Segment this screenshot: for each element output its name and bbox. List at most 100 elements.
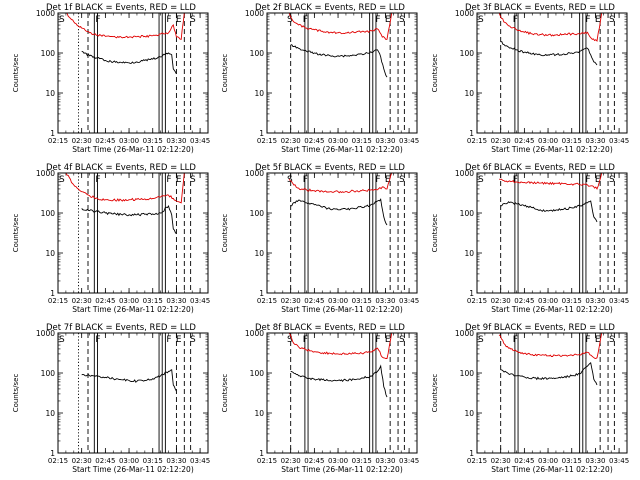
region-letter: S xyxy=(399,15,405,25)
x-tick-label: 02:45 xyxy=(514,297,534,305)
x-tick-label: 02:30 xyxy=(491,457,511,465)
y-tick-label: 100 xyxy=(41,369,56,378)
x-tick-label: 02:30 xyxy=(281,457,301,465)
x-tick-label: 02:30 xyxy=(281,137,301,145)
x-tick-label: 02:15 xyxy=(257,297,277,305)
x-axis-label: Start Time (26-Mar-11 02:12:20) xyxy=(281,465,403,474)
y-tick-label: 10 xyxy=(254,89,264,98)
x-tick-label: 02:15 xyxy=(48,457,68,465)
region-letter: S xyxy=(59,335,65,345)
panel-title: Det 5f BLACK = Events, RED = LLD xyxy=(255,163,405,173)
y-tick-label: 100 xyxy=(460,209,475,218)
x-tick-label: 03:00 xyxy=(119,457,139,465)
x-tick-label: 02:15 xyxy=(48,297,68,305)
x-tick-label: 03:30 xyxy=(585,297,605,305)
plot-frame xyxy=(266,332,418,454)
panel-title: Det 7f BLACK = Events, RED = LLD xyxy=(46,323,196,333)
x-tick-label: 02:30 xyxy=(491,297,511,305)
detector-panel-1: Det 1f BLACK = Events, RED = LLD Counts/s… xyxy=(12,3,210,154)
x-tick-label: 02:45 xyxy=(95,457,115,465)
x-tick-label: 02:45 xyxy=(95,137,115,145)
region-letter: E xyxy=(385,15,391,25)
x-tick-label: 03:30 xyxy=(375,137,395,145)
x-axis-label: Start Time (26-Mar-11 02:12:20) xyxy=(491,465,613,474)
region-letter: F xyxy=(585,15,590,25)
events-series-line xyxy=(290,44,388,78)
region-letter: S xyxy=(190,175,196,185)
x-tick-label: 03:45 xyxy=(190,137,210,145)
x-tick-label: 02:30 xyxy=(491,137,511,145)
detector-panel-2: Det 2f BLACK = Events, RED = LLD Counts/s… xyxy=(221,3,419,154)
events-series-line xyxy=(81,204,177,235)
lld-series-line xyxy=(288,332,393,359)
plot-frame xyxy=(57,172,209,294)
events-series-line xyxy=(500,361,598,386)
region-letter: E xyxy=(176,335,182,345)
region-letter: S xyxy=(59,15,65,25)
y-tick-label: 1000 xyxy=(455,9,474,18)
region-letter: F xyxy=(95,15,100,25)
x-axis-label: Start Time (26-Mar-11 02:12:20) xyxy=(72,145,194,154)
y-tick-label: 10 xyxy=(254,409,264,418)
y-tick-label: 1000 xyxy=(245,169,264,178)
x-tick-label: 03:15 xyxy=(562,297,582,305)
plot-frame xyxy=(476,332,628,454)
plot-frame xyxy=(266,172,418,294)
x-tick-label: 03:15 xyxy=(352,457,372,465)
x-tick-label: 02:45 xyxy=(95,297,115,305)
region-letter: S xyxy=(399,335,405,345)
y-tick-label: 100 xyxy=(460,369,475,378)
plot-frame xyxy=(266,12,418,134)
detector-panel-8: Det 8f BLACK = Events, RED = LLD Counts/s… xyxy=(221,323,419,474)
detector-panel-3: Det 3f BLACK = Events, RED = LLD Counts/s… xyxy=(431,3,629,154)
panel-title: Det 1f BLACK = Events, RED = LLD xyxy=(46,3,196,13)
y-tick-label: 1000 xyxy=(36,9,55,18)
x-tick-label: 02:15 xyxy=(467,457,487,465)
y-tick-label: 10 xyxy=(464,409,474,418)
x-tick-label: 02:45 xyxy=(514,457,534,465)
region-letter: F xyxy=(166,15,171,25)
x-tick-label: 03:45 xyxy=(190,457,210,465)
region-letter: F xyxy=(303,175,308,185)
plot-frame xyxy=(476,172,628,294)
y-tick-label: 1000 xyxy=(455,169,474,178)
region-letter: F xyxy=(585,335,590,345)
x-tick-label: 03:00 xyxy=(119,137,139,145)
x-tick-label: 03:15 xyxy=(562,457,582,465)
region-letter: S xyxy=(609,335,615,345)
y-axis-label: Counts/sec xyxy=(221,374,229,413)
x-tick-label: 02:45 xyxy=(304,457,324,465)
x-tick-label: 03:15 xyxy=(143,297,163,305)
region-letter: F xyxy=(585,175,590,185)
region-letter: S xyxy=(609,15,615,25)
events-series-line xyxy=(500,200,598,223)
x-tick-label: 02:15 xyxy=(467,297,487,305)
region-letter: F xyxy=(513,175,518,185)
x-tick-label: 03:45 xyxy=(190,297,210,305)
x-axis-label: Start Time (26-Mar-11 02:12:20) xyxy=(72,465,194,474)
panel-title: Det 3f BLACK = Events, RED = LLD xyxy=(465,3,615,13)
x-tick-label: 03:15 xyxy=(352,297,372,305)
x-tick-label: 03:00 xyxy=(538,137,558,145)
x-tick-label: 03:15 xyxy=(143,457,163,465)
y-tick-label: 1000 xyxy=(36,329,55,338)
y-tick-label: 1000 xyxy=(455,329,474,338)
x-tick-label: 02:15 xyxy=(467,137,487,145)
x-tick-label: 03:00 xyxy=(328,457,348,465)
x-axis-label: Start Time (26-Mar-11 02:12:20) xyxy=(281,305,403,314)
panel-title: Det 2f BLACK = Events, RED = LLD xyxy=(255,3,405,13)
region-letter: S xyxy=(478,335,484,345)
x-tick-label: 03:30 xyxy=(375,297,395,305)
events-series-line xyxy=(500,41,598,66)
y-tick-label: 1 xyxy=(469,449,474,458)
x-tick-label: 03:30 xyxy=(585,457,605,465)
region-letter: E xyxy=(595,335,601,345)
region-letter: S xyxy=(59,175,65,185)
y-axis-label: Counts/sec xyxy=(12,214,20,253)
x-tick-label: 02:30 xyxy=(72,457,92,465)
x-tick-label: 03:45 xyxy=(399,297,419,305)
lld-series-line xyxy=(65,12,185,40)
x-tick-label: 03:00 xyxy=(328,297,348,305)
x-tick-label: 02:15 xyxy=(257,137,277,145)
